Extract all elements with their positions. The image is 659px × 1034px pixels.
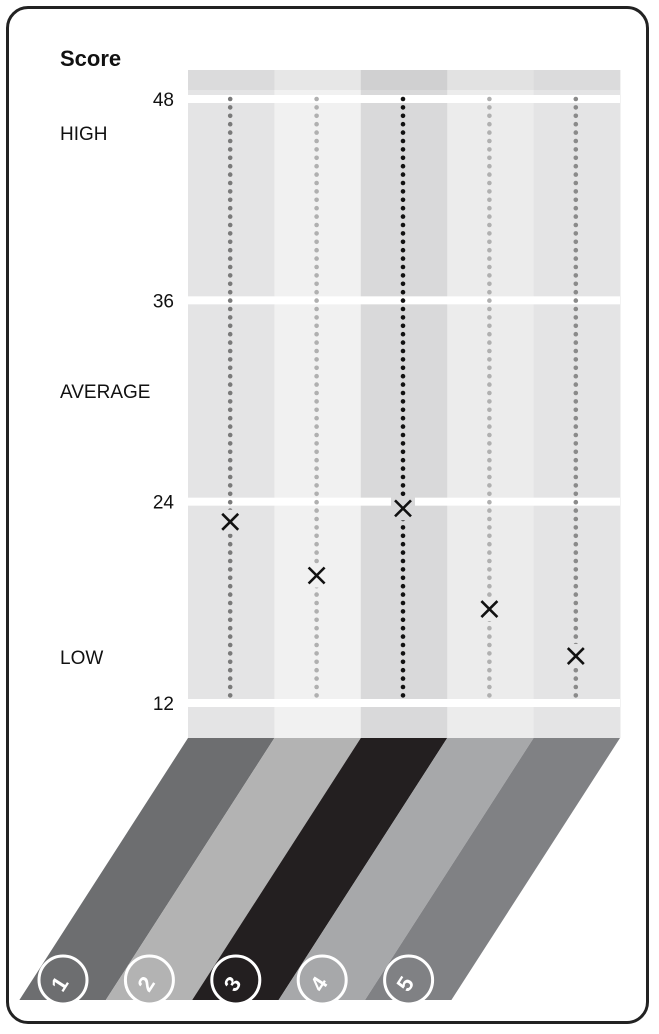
band-label-high: HIGH	[60, 124, 108, 145]
score-marker-5	[563, 644, 588, 669]
score-marker-1	[218, 509, 243, 534]
band-label-average: AVERAGE	[60, 382, 150, 403]
dotted-line-5	[573, 96, 579, 698]
category-number-badge-2: 2	[123, 954, 175, 1006]
y-tick-label: 36	[153, 291, 174, 312]
category-number-badge-3: 3	[210, 954, 262, 1006]
header-strip	[188, 70, 620, 90]
score-marker-3	[391, 496, 415, 521]
gridline-12	[188, 699, 620, 707]
category-number-badge-5: 5	[383, 954, 435, 1006]
category-number-badge-1: 1	[37, 954, 89, 1006]
dotted-line-2	[314, 96, 319, 698]
category-number-badge-4: 4	[296, 954, 348, 1006]
band-label-low: LOW	[60, 648, 103, 669]
chart-title: Score	[60, 46, 121, 71]
y-tick-label: 24	[153, 493, 175, 514]
score-marker-2	[304, 563, 329, 588]
y-tick-label: 48	[153, 90, 174, 111]
y-tick-label: 12	[153, 694, 174, 715]
score-marker-4	[477, 597, 502, 622]
dotted-line-3	[400, 96, 406, 698]
